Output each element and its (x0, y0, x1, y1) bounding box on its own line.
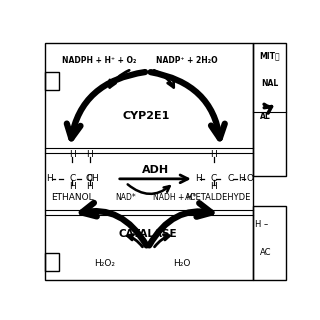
Text: H₂O: H₂O (173, 259, 190, 268)
Text: H: H (46, 174, 53, 183)
Bar (45, 253, 59, 271)
Text: CYP2E1: CYP2E1 (123, 111, 170, 121)
Text: ACETALDEHYDE: ACETALDEHYDE (185, 193, 252, 202)
Text: C: C (69, 174, 76, 183)
Text: C: C (228, 174, 234, 183)
Text: H: H (69, 182, 76, 191)
Text: ETHANOL: ETHANOL (51, 193, 93, 202)
Text: H: H (195, 174, 202, 183)
Text: H: H (238, 174, 245, 183)
Text: H: H (69, 150, 76, 159)
Bar (253, 43, 285, 176)
Text: NADH + H*: NADH + H* (154, 193, 197, 202)
Text: H₂O₂: H₂O₂ (94, 259, 115, 268)
Text: H –: H – (255, 220, 268, 229)
Text: NAL: NAL (261, 79, 278, 89)
Text: OH: OH (86, 174, 100, 183)
Text: C: C (86, 174, 93, 183)
Text: AC: AC (260, 248, 271, 257)
Bar (253, 206, 285, 280)
Text: CATALASE: CATALASE (119, 229, 177, 239)
Text: AL: AL (260, 111, 271, 121)
Bar (45, 43, 253, 280)
Text: C: C (211, 174, 217, 183)
Text: NADP⁺ + 2H₂O: NADP⁺ + 2H₂O (156, 56, 217, 65)
Text: H: H (86, 182, 93, 191)
Text: NAD*: NAD* (115, 193, 136, 202)
Text: NADPH + H⁺ + O₂: NADPH + H⁺ + O₂ (62, 56, 137, 65)
Text: MIT⭢: MIT⭢ (259, 51, 280, 60)
Text: ADH: ADH (142, 165, 169, 175)
Text: O: O (246, 174, 253, 183)
Text: H: H (210, 182, 217, 191)
Bar (45, 72, 59, 90)
Text: H: H (210, 150, 217, 159)
Text: H: H (86, 150, 93, 159)
